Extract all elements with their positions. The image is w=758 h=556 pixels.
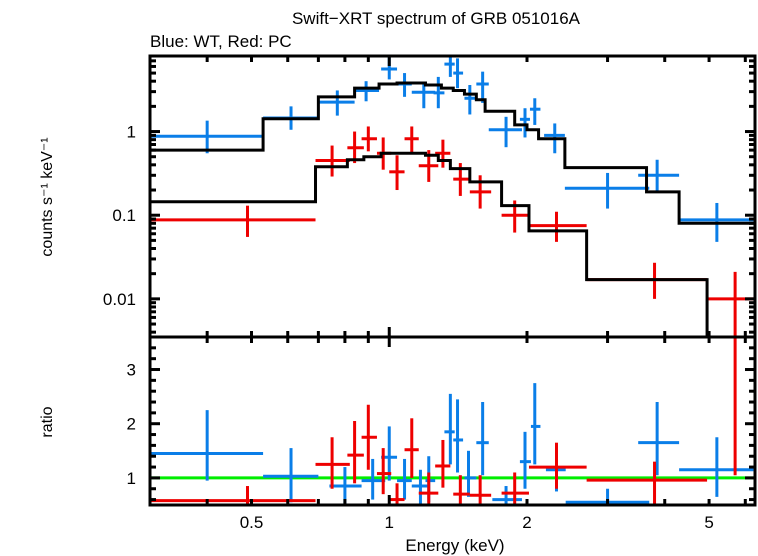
- axes: 0.5 1 2 5 1 0.1 0.01 1 2 3: [103, 54, 757, 532]
- y-tick-label: 1: [127, 469, 136, 488]
- data-point-wt: [411, 82, 436, 109]
- data-point-pc: [389, 155, 405, 191]
- data-point-wt: [444, 56, 455, 77]
- data-point-pc: [707, 271, 755, 337]
- ratio-frame: [148, 335, 757, 507]
- ratio-point-pc: [586, 461, 708, 505]
- data-point-wt: [519, 108, 530, 138]
- x-tick-label: 0.5: [240, 513, 264, 532]
- ratio-point-wt: [679, 437, 754, 497]
- data-point-pc: [469, 175, 492, 209]
- x-axis-label: Energy (keV): [405, 536, 504, 555]
- ratio-panel: [150, 335, 755, 505]
- data-point-wt: [453, 58, 464, 89]
- x-tick-label: 5: [704, 513, 713, 532]
- ratio-point-wt: [492, 486, 522, 505]
- ratio-point-wt: [361, 458, 386, 500]
- data-point-wt: [638, 159, 680, 192]
- ratio-point-pc: [501, 472, 529, 505]
- data-point-wt: [354, 81, 380, 102]
- y-tick-label: 3: [127, 361, 136, 380]
- data-point-wt: [564, 172, 650, 209]
- data-point-wt: [318, 90, 355, 116]
- chart-subtitle: Blue: WT, Red: PC: [150, 32, 292, 51]
- spectrum-frame: [148, 54, 757, 339]
- ratio-point-pc: [707, 335, 755, 476]
- ratio-point-wt: [150, 410, 264, 481]
- data-point-wt: [397, 73, 412, 97]
- x-tick-label: 2: [522, 513, 531, 532]
- ratio-point-wt: [638, 402, 680, 476]
- ratio-point-wt: [397, 458, 412, 500]
- ratio-point-pc: [389, 483, 405, 505]
- pc-model-line: [150, 151, 755, 339]
- ratio-point-wt: [519, 431, 531, 489]
- data-point-wt: [464, 85, 477, 115]
- data-point-wt: [488, 116, 522, 148]
- data-point-wt: [150, 120, 264, 154]
- spectrum-panel: [150, 56, 755, 339]
- wt-model-line: [150, 81, 755, 225]
- ratio-point-wt: [411, 469, 429, 505]
- ratio-point-wt: [476, 402, 489, 476]
- ratio-point-pc: [347, 421, 364, 484]
- ratio-point-pc: [404, 418, 419, 478]
- ratio-point-wt: [530, 383, 541, 465]
- ratio-point-wt: [453, 399, 464, 473]
- y-tick-label: 1: [127, 123, 136, 142]
- data-point-pc: [315, 145, 350, 177]
- data-point-pc: [347, 131, 364, 164]
- ratio-point-pc: [361, 404, 377, 470]
- ratio-point-wt: [263, 448, 319, 503]
- y-axis-label-ratio: ratio: [39, 406, 56, 437]
- ratio-point-pc: [376, 448, 392, 495]
- ratio-point-pc: [435, 439, 451, 488]
- ratio-point-wt: [444, 393, 455, 465]
- data-point-pc: [404, 126, 419, 153]
- ratio-point-pc: [418, 472, 439, 505]
- x-tick-label: 1: [385, 513, 394, 532]
- ratio-point-pc: [453, 475, 470, 505]
- data-point-wt: [433, 76, 445, 109]
- data-point-pc: [150, 205, 316, 237]
- y-tick-label: 2: [127, 415, 136, 434]
- data-point-pc: [435, 139, 451, 168]
- y-tick-label: 0.01: [103, 290, 136, 309]
- data-point-pc: [528, 211, 587, 242]
- ratio-point-wt: [425, 456, 436, 503]
- y-tick-label: 0.1: [112, 206, 136, 225]
- ratio-point-wt: [464, 450, 477, 497]
- data-point-wt: [476, 71, 489, 103]
- ratio-point-wt: [329, 467, 362, 505]
- ratio-point-pc: [528, 442, 587, 489]
- data-point-pc: [361, 126, 377, 152]
- data-point-wt: [529, 98, 541, 125]
- ratio-point-pc: [315, 437, 350, 489]
- ratio-point-pc: [469, 475, 492, 505]
- y-axis-label-spectrum: counts s⁻¹ keV⁻¹: [39, 137, 56, 256]
- chart-title: Swift−XRT spectrum of GRB 051016A: [292, 9, 581, 28]
